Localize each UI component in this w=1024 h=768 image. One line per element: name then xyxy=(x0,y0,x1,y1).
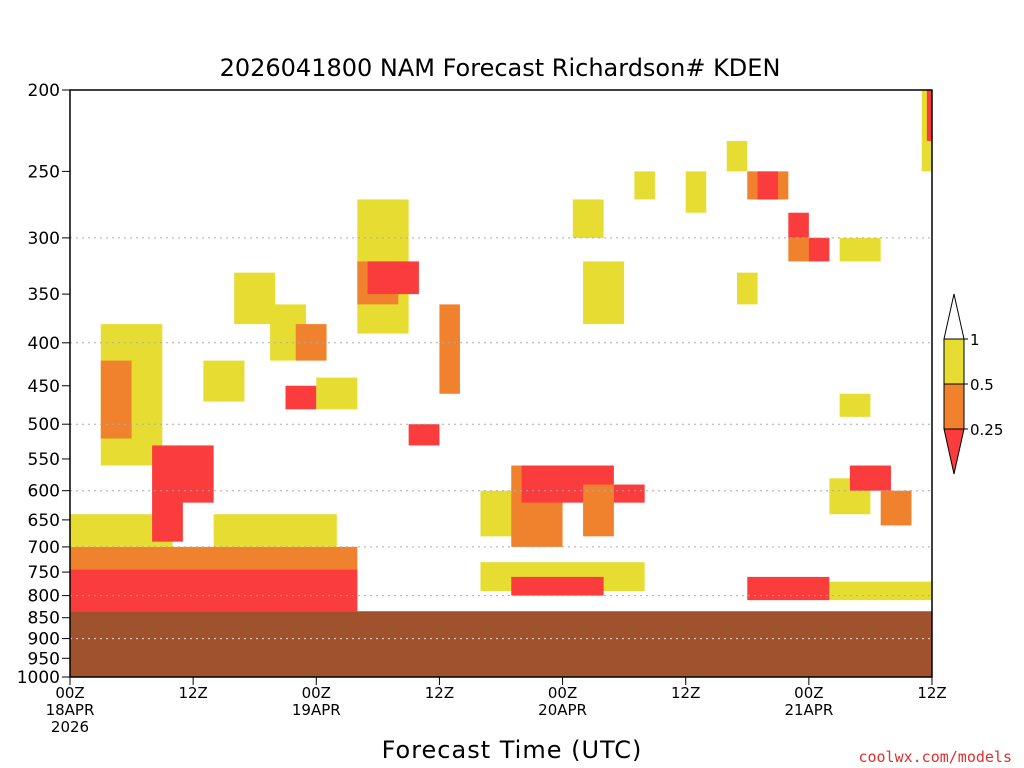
ri-cell-23 xyxy=(685,171,707,213)
y-tick-label: 250 xyxy=(28,162,60,182)
x-tick-label: 12Z xyxy=(671,684,700,702)
ri-cell-12 xyxy=(367,261,419,295)
legend-swatch-yellow xyxy=(943,338,965,385)
ri-cell-31 xyxy=(839,237,881,262)
ri-cell-3 xyxy=(177,445,214,503)
ri-cell-13 xyxy=(408,424,440,446)
y-tick-label: 300 xyxy=(28,229,60,249)
x-tick-label: 2026 xyxy=(51,718,89,736)
y-tick-label: 950 xyxy=(28,649,60,669)
legend-arrow-top xyxy=(943,293,965,340)
ri-cell-14 xyxy=(439,304,460,394)
legend-label: 1 xyxy=(970,331,980,349)
ri-cell-4 xyxy=(203,360,245,402)
y-tick-label: 700 xyxy=(28,538,60,558)
y-tick-label: 550 xyxy=(28,450,60,470)
y-tick-label: 900 xyxy=(28,630,60,650)
x-tick-label: 00Z xyxy=(302,684,331,702)
ri-cell-28 xyxy=(788,212,809,238)
ri-cell-30 xyxy=(808,237,830,262)
x-tick-label: 00Z xyxy=(548,684,577,702)
ri-band-7 xyxy=(829,581,932,601)
x-tick-label: 12Z xyxy=(178,684,207,702)
ri-cell-1 xyxy=(100,360,132,439)
chart-title: 2026041800 NAM Forecast Richardson# KDEN xyxy=(220,54,781,82)
legend-label: 0.5 xyxy=(970,376,994,394)
ri-cell-32 xyxy=(839,393,871,417)
ri-cell-22 xyxy=(634,171,655,200)
ri-cell-37 xyxy=(926,90,932,141)
y-tick-label: 850 xyxy=(28,609,60,629)
x-tick-label: 19APR xyxy=(292,701,341,719)
y-tick-label: 350 xyxy=(28,285,60,305)
x-tick-label: 12Z xyxy=(917,684,946,702)
plot-frame xyxy=(69,89,933,678)
ri-cell-8 xyxy=(285,385,317,410)
ri-cell-18 xyxy=(583,484,614,537)
ri-band-3 xyxy=(213,514,337,547)
y-tick-label: 1000 xyxy=(17,668,60,688)
y-axis: 200 250 300 350 400 450 500 550 600 650 700 750 8008… xyxy=(17,81,70,688)
terrain-fill xyxy=(70,611,932,677)
ri-cell-27 xyxy=(757,171,779,200)
x-axis-label: Forecast Time (UTC) xyxy=(382,736,643,764)
y-tick-label: 600 xyxy=(28,482,60,502)
y-tick-label: 200 xyxy=(28,81,60,101)
ri-band-5 xyxy=(511,576,604,596)
y-tick-label: 450 xyxy=(28,377,60,397)
ri-cell-9 xyxy=(316,377,358,410)
ri-cell-20 xyxy=(583,261,625,325)
ri-band-6 xyxy=(747,576,830,601)
legend-swatch-orange xyxy=(943,383,965,430)
plot-area xyxy=(70,90,932,677)
ri-cell-25 xyxy=(737,272,758,305)
y-tick-label: 750 xyxy=(28,563,60,583)
y-tick-label: 800 xyxy=(28,587,60,607)
ri-cell-5 xyxy=(234,272,276,325)
legend-arrow-bottom xyxy=(943,428,965,475)
x-tick-label: 00Z xyxy=(794,684,823,702)
ri-cell-21 xyxy=(613,484,645,503)
ri-cell-35 xyxy=(880,490,912,526)
ri-cell-34 xyxy=(849,465,891,491)
ri-cell-24 xyxy=(726,140,748,172)
legend: 1 0.5 0.25 xyxy=(943,293,1003,475)
y-tick-label: 500 xyxy=(28,415,60,435)
credit-text[interactable]: coolwx.com/models xyxy=(858,748,1012,766)
y-tick-label: 650 xyxy=(28,511,60,531)
y-tick-label: 400 xyxy=(28,334,60,354)
x-tick-label: 21APR xyxy=(784,701,833,719)
x-tick-label: 12Z xyxy=(425,684,454,702)
ri-cell-19 xyxy=(572,199,604,238)
x-tick-label: 20APR xyxy=(538,701,587,719)
ri-band-1 xyxy=(70,569,358,612)
x-tick-label: 00Z xyxy=(55,684,84,702)
x-tick-label: 18APR xyxy=(46,701,95,719)
legend-label: 0.25 xyxy=(970,421,1003,439)
